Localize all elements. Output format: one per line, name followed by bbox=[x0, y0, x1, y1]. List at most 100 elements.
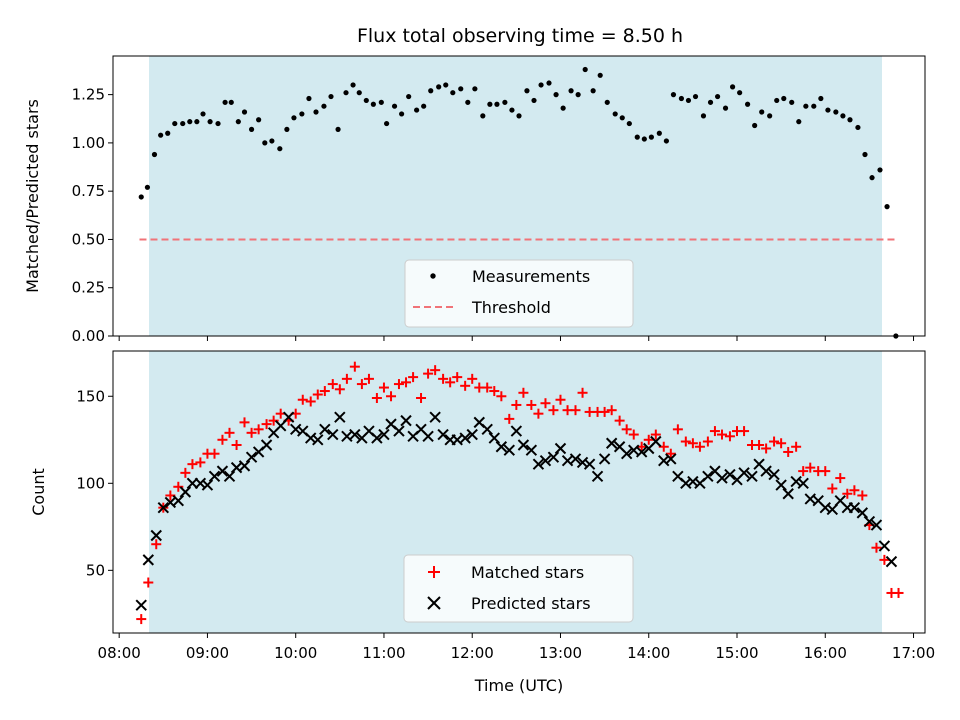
measurement-point bbox=[363, 97, 369, 104]
measurement-point bbox=[443, 82, 449, 88]
matched-star-point bbox=[408, 372, 419, 383]
predicted-star-point bbox=[532, 458, 545, 470]
predicted-star-point bbox=[437, 428, 449, 441]
predicted-star-point bbox=[716, 472, 728, 484]
measurement-point bbox=[391, 103, 398, 109]
predicted-star-point bbox=[495, 441, 508, 453]
predicted-star-point bbox=[334, 411, 346, 423]
measurement-point bbox=[685, 97, 692, 104]
predicted-star-point bbox=[569, 453, 582, 465]
matched-star-point bbox=[341, 373, 352, 384]
predicted-star-point bbox=[312, 434, 324, 446]
predicted-star-point bbox=[863, 515, 876, 528]
predicted-star-point bbox=[282, 411, 295, 423]
measurement-point bbox=[833, 109, 839, 115]
predicted-star-point bbox=[746, 470, 758, 483]
matched-star-point bbox=[702, 436, 713, 447]
top-ytick-label: 0.50 bbox=[72, 230, 105, 248]
legend-measurements-label: Measurements bbox=[472, 267, 590, 286]
bottom-legend: Matched stars Predicted stars bbox=[403, 554, 634, 623]
predicted-star-point bbox=[885, 555, 898, 568]
predicted-star-point bbox=[349, 428, 361, 441]
measurement-point bbox=[877, 167, 883, 173]
measurement-point bbox=[328, 93, 334, 100]
matched-star-point bbox=[319, 386, 330, 397]
top-ytick-label: 0.00 bbox=[72, 327, 105, 345]
matched-star-point bbox=[783, 446, 794, 457]
predicted-star-point bbox=[238, 460, 251, 472]
predicted-star-point bbox=[422, 430, 434, 443]
measurement-point bbox=[707, 99, 714, 105]
matched-star-point bbox=[195, 457, 206, 468]
bottom-panel: 50 100 150 08:00 09:00 10:00 11:00 12:00 13:00 1… bbox=[29, 350, 935, 695]
bottom-panel-frame bbox=[112, 350, 926, 634]
matched-star-point bbox=[401, 377, 412, 388]
xtick-label: 15:00 bbox=[715, 644, 758, 662]
measurement-point bbox=[796, 119, 802, 125]
matched-star-point bbox=[136, 614, 147, 625]
predicted-star-point bbox=[605, 437, 618, 449]
matched-star-point bbox=[224, 427, 235, 438]
measurement-point bbox=[825, 107, 831, 113]
predicted-star-point bbox=[598, 453, 611, 465]
predicted-star-point bbox=[245, 451, 258, 463]
matched-star-point bbox=[606, 405, 617, 416]
measurement-point bbox=[299, 111, 305, 117]
xtick-label: 14:00 bbox=[627, 644, 670, 662]
predicted-star-point bbox=[481, 423, 493, 436]
measurement-point bbox=[546, 80, 552, 86]
measurement-point bbox=[855, 124, 861, 131]
matched-star-point bbox=[776, 438, 787, 449]
measurement-point bbox=[634, 134, 640, 140]
measurement-point bbox=[151, 151, 158, 158]
measurement-point bbox=[560, 105, 566, 111]
predicted-star-point bbox=[870, 519, 883, 531]
predicted-star-point bbox=[848, 501, 861, 514]
matched-star-point bbox=[253, 424, 264, 435]
predicted-star-point bbox=[142, 554, 155, 566]
matched-star-point bbox=[724, 431, 735, 442]
matched-star-point bbox=[305, 396, 316, 407]
matched-star-point bbox=[680, 436, 691, 447]
matched-star-point bbox=[445, 377, 456, 388]
matched-star-point bbox=[849, 485, 860, 496]
measurement-point bbox=[262, 140, 268, 146]
measurement-point bbox=[472, 86, 478, 92]
predicted-star-point bbox=[150, 529, 162, 542]
matched-star-point bbox=[643, 434, 654, 445]
matched-star-point bbox=[378, 382, 389, 393]
measurement-point bbox=[321, 103, 327, 109]
predicted-star-point bbox=[488, 432, 500, 444]
measurement-point bbox=[421, 103, 427, 109]
measurement-point bbox=[313, 109, 319, 115]
bottom-ytick-label: 50 bbox=[86, 561, 105, 579]
xtick-label: 16:00 bbox=[804, 644, 847, 662]
matched-star-point bbox=[438, 373, 449, 384]
top-ytick-label: 1.00 bbox=[72, 134, 105, 152]
measurement-point bbox=[378, 99, 384, 105]
measurement-point bbox=[350, 82, 356, 88]
legend-predicted-marker bbox=[427, 596, 441, 610]
measurement-point bbox=[524, 88, 530, 94]
measurement-point bbox=[465, 99, 471, 105]
matched-star-point bbox=[217, 434, 228, 445]
top-panel: 0.00 0.25 0.50 0.75 1.00 1.25 Matched/Predict… bbox=[23, 55, 926, 345]
matched-star-point bbox=[423, 368, 434, 379]
matched-star-point bbox=[672, 424, 683, 435]
matched-star-point bbox=[386, 391, 397, 402]
bottom-legend-frame bbox=[403, 554, 634, 623]
chart-title: Flux total observing time = 8.50 h bbox=[357, 25, 683, 47]
matched-star-point bbox=[430, 365, 441, 376]
measurement-point bbox=[228, 99, 234, 105]
predicted-star-point bbox=[179, 486, 192, 498]
measurement-point bbox=[714, 93, 721, 100]
measurement-point bbox=[215, 120, 221, 127]
matched-star-point bbox=[327, 379, 338, 390]
measurement-point bbox=[648, 134, 654, 140]
measurement-point bbox=[335, 126, 341, 132]
measurement-point bbox=[165, 130, 171, 136]
measurement-point bbox=[502, 99, 508, 105]
measurement-point bbox=[144, 184, 151, 190]
matched-star-point bbox=[857, 490, 868, 501]
